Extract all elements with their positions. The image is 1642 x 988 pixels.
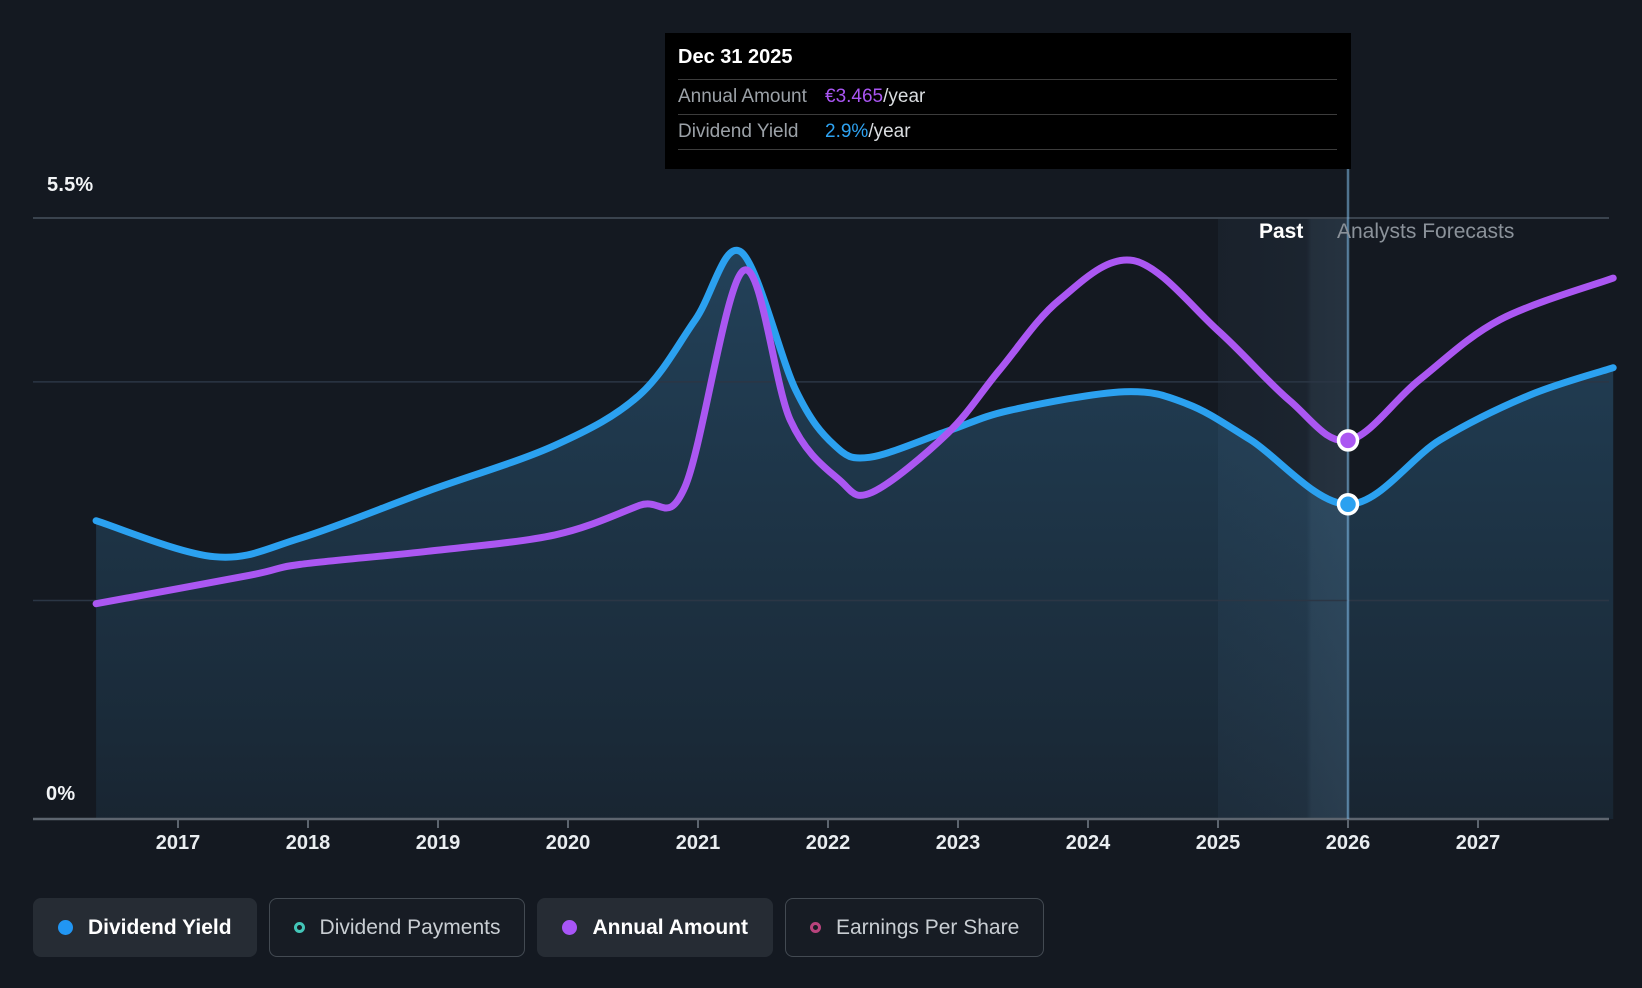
svg-text:2024: 2024	[1066, 832, 1111, 854]
svg-text:2018: 2018	[286, 832, 331, 854]
y-axis-label-top: 5.5%	[47, 174, 94, 196]
svg-text:2027: 2027	[1456, 832, 1501, 854]
dividend-payments-ring-icon	[293, 922, 305, 933]
legend: Dividend Yield Dividend Payments Annual …	[33, 898, 1045, 957]
svg-text:2023: 2023	[936, 832, 981, 854]
tooltip-value: €3.465	[825, 86, 884, 107]
tooltip-row-annual-amount: Annual Amount €3.465/year	[678, 79, 1337, 114]
earnings-per-share-ring-icon	[810, 922, 821, 933]
legend-label: Earnings Per Share	[836, 915, 1020, 939]
forecast-zone-label: Analysts Forecasts	[1337, 220, 1515, 243]
legend-button-earnings-per-share[interactable]: Earnings Per Share	[785, 898, 1045, 957]
tooltip-label: Annual Amount	[678, 86, 807, 107]
yield-area-fill	[96, 250, 1614, 819]
series-marker-dots[interactable]	[1336, 429, 1360, 516]
annual-amount-dot-icon	[562, 920, 578, 935]
svg-text:2019: 2019	[416, 832, 461, 854]
tooltip-value-suffix: /year	[883, 86, 926, 107]
legend-label: Annual Amount	[592, 915, 748, 939]
svg-text:2022: 2022	[806, 832, 851, 854]
svg-text:2020: 2020	[546, 832, 591, 854]
tooltip-value: 2.9%	[825, 121, 869, 142]
tooltip-value-suffix: /year	[868, 121, 911, 142]
svg-text:2017: 2017	[156, 832, 201, 854]
legend-label: Dividend Yield	[88, 915, 232, 939]
svg-text:2026: 2026	[1326, 832, 1371, 854]
y-axis-label-bottom: 0%	[46, 783, 76, 805]
legend-button-annual-amount[interactable]: Annual Amount	[537, 898, 773, 957]
past-zone-label: Past	[1259, 220, 1304, 243]
svg-text:2025: 2025	[1196, 832, 1241, 854]
tooltip-label: Dividend Yield	[678, 121, 799, 142]
legend-label: Dividend Payments	[319, 915, 501, 939]
chart-tooltip: Dec 31 2025 Annual Amount €3.465/year Di…	[665, 33, 1351, 169]
dividend-yield-dot-icon	[58, 920, 73, 935]
past-band	[1218, 218, 1348, 819]
gridlines	[33, 217, 1609, 821]
tooltip-row-dividend-yield: Dividend Yield 2.9%/year	[678, 114, 1337, 149]
legend-button-dividend-payments[interactable]: Dividend Payments	[268, 898, 526, 957]
legend-button-dividend-yield[interactable]: Dividend Yield	[33, 898, 257, 957]
x-axis-labels: 2017 2018 2019 2020 2021 2022 2023 2024 2025 2026…	[156, 832, 1501, 854]
x-axis	[177, 819, 1479, 828]
tooltip-date: Dec 31 2025	[678, 46, 793, 68]
svg-text:2021: 2021	[676, 832, 721, 854]
